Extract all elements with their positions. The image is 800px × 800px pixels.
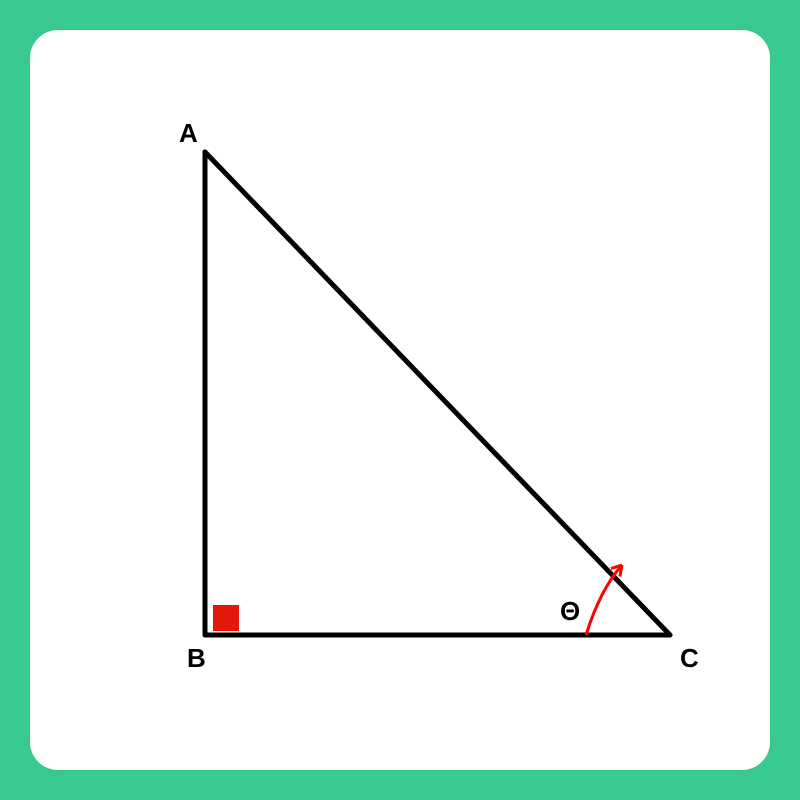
outer-frame: Θ A B C — [0, 0, 800, 800]
triangle-edges — [205, 152, 670, 635]
diagram-card: Θ A B C — [30, 30, 770, 770]
angle-theta-label: Θ — [560, 596, 580, 626]
triangle-diagram: Θ A B C — [30, 30, 770, 770]
right-angle-marker — [213, 605, 239, 631]
vertex-label-b: B — [187, 643, 206, 673]
angle-arc — [586, 565, 622, 635]
vertex-label-a: A — [179, 118, 198, 148]
vertex-label-c: C — [680, 643, 699, 673]
